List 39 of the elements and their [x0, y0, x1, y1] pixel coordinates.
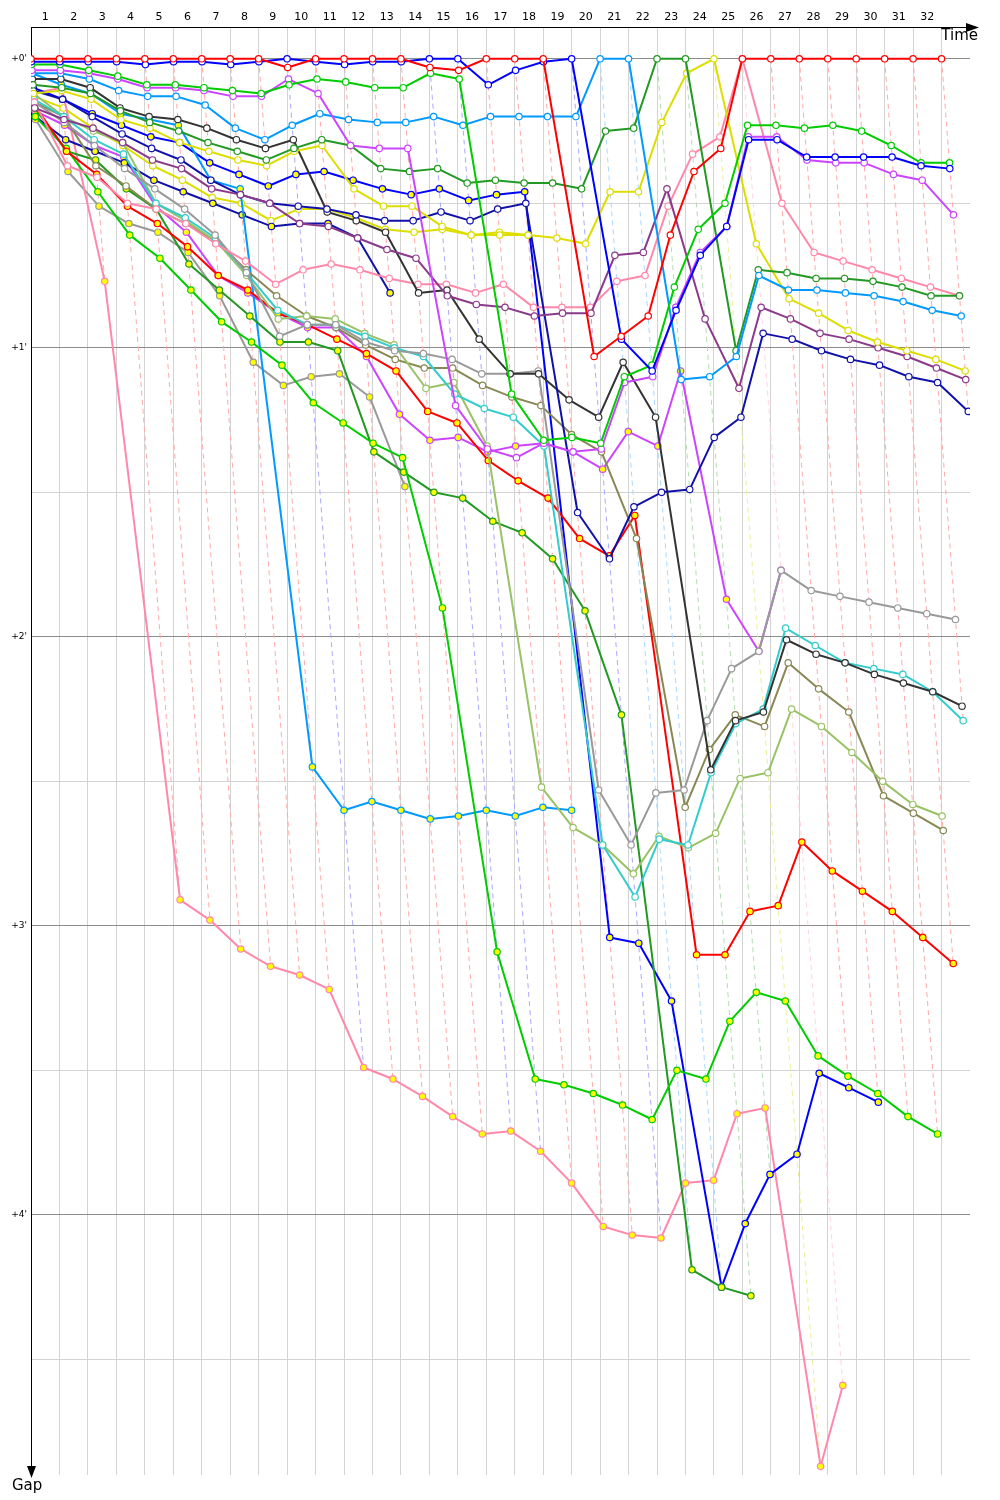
y-tick-label: +1' [11, 342, 27, 353]
x-tick-label: 30 [863, 10, 878, 24]
x-tick-label: 32 [920, 10, 935, 24]
x-tick-label: 4 [127, 10, 135, 24]
y-axis-title: Gap [12, 1476, 43, 1495]
x-tick-label: 1 [41, 10, 49, 24]
x-tick-label: 25 [721, 10, 736, 24]
x-tick-label: 9 [269, 10, 277, 24]
x-tick-label: 5 [155, 10, 163, 24]
x-tick-label: 22 [635, 10, 650, 24]
x-tick-label: 26 [749, 10, 764, 24]
x-tick-label: 12 [351, 10, 366, 24]
x-tick-label: 28 [806, 10, 821, 24]
x-tick-label: 23 [664, 10, 679, 24]
x-tick-label: 24 [692, 10, 707, 24]
x-tick-label: 31 [891, 10, 906, 24]
x-tick-label: 2 [70, 10, 78, 24]
x-tick-label: 6 [184, 10, 191, 24]
x-tick-label: 14 [408, 10, 423, 24]
x-tick-label: 18 [521, 10, 536, 24]
x-tick-label: 10 [294, 10, 309, 24]
x-tick-label: 21 [607, 10, 622, 24]
x-tick-label: 29 [834, 10, 849, 24]
x-tick-label: 17 [493, 10, 508, 24]
x-tick-label: 8 [240, 10, 248, 24]
x-tick-label: 11 [322, 10, 337, 24]
x-tick-label: 27 [778, 10, 793, 24]
x-tick-label: 7 [212, 10, 220, 24]
x-tick-label: 20 [578, 10, 593, 24]
x-tick-label: 3 [98, 10, 106, 24]
x-tick-label: 16 [465, 10, 480, 24]
y-tick-label: +2' [11, 631, 27, 642]
y-tick-label: +4' [11, 1209, 27, 1220]
y-tick-label: +3' [11, 920, 27, 931]
x-tick-label: 13 [379, 10, 394, 24]
x-tick-label: 19 [550, 10, 565, 24]
x-tick-label: 15 [436, 10, 451, 24]
x-axis-title: Time [940, 26, 978, 45]
y-tick-label: +0' [11, 53, 27, 64]
